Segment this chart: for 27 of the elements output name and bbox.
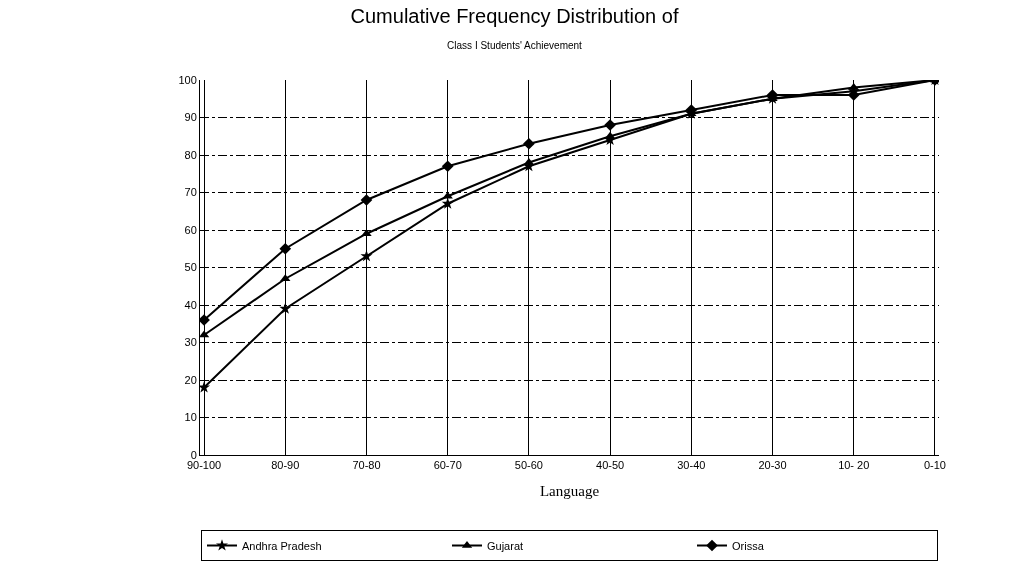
- x-tick-label: 0-10: [923, 459, 946, 472]
- x-tick-label: 60-70: [433, 459, 462, 472]
- legend-label: Gujarat: [487, 539, 524, 552]
- y-tick-label: 20: [184, 373, 197, 386]
- y-tick-label: 10: [184, 411, 197, 424]
- x-tick-label: 10- 20: [838, 459, 870, 472]
- y-tick-label: 100: [178, 73, 197, 86]
- y-tick-label: 80: [184, 148, 197, 161]
- y-tick-label: 30: [184, 336, 197, 349]
- y-tick-label: 40: [184, 298, 197, 311]
- x-tick-label: 50-60: [514, 459, 543, 472]
- legend-label: Andhra Pradesh: [242, 539, 322, 552]
- y-tick-label: 90: [184, 111, 197, 124]
- legend-label: Orissa: [732, 539, 765, 552]
- x-tick-label: 90-100: [186, 459, 222, 472]
- x-tick-label: 20-30: [758, 459, 787, 472]
- x-tick-label: 70-80: [352, 459, 381, 472]
- x-axis-title: Language: [539, 483, 600, 500]
- y-tick-label: 70: [184, 186, 197, 199]
- y-tick-label: 50: [184, 261, 197, 274]
- x-tick-label: 80-90: [271, 459, 300, 472]
- x-tick-label: 30-40: [677, 459, 706, 472]
- chart-subtitle: Class I Students' Achievement: [447, 40, 583, 51]
- chart-title: Cumulative Frequency Distribution of: [350, 5, 679, 27]
- x-tick-label: 40-50: [596, 459, 625, 472]
- y-tick-label: 0: [190, 448, 197, 461]
- y-tick-label: 60: [184, 223, 197, 236]
